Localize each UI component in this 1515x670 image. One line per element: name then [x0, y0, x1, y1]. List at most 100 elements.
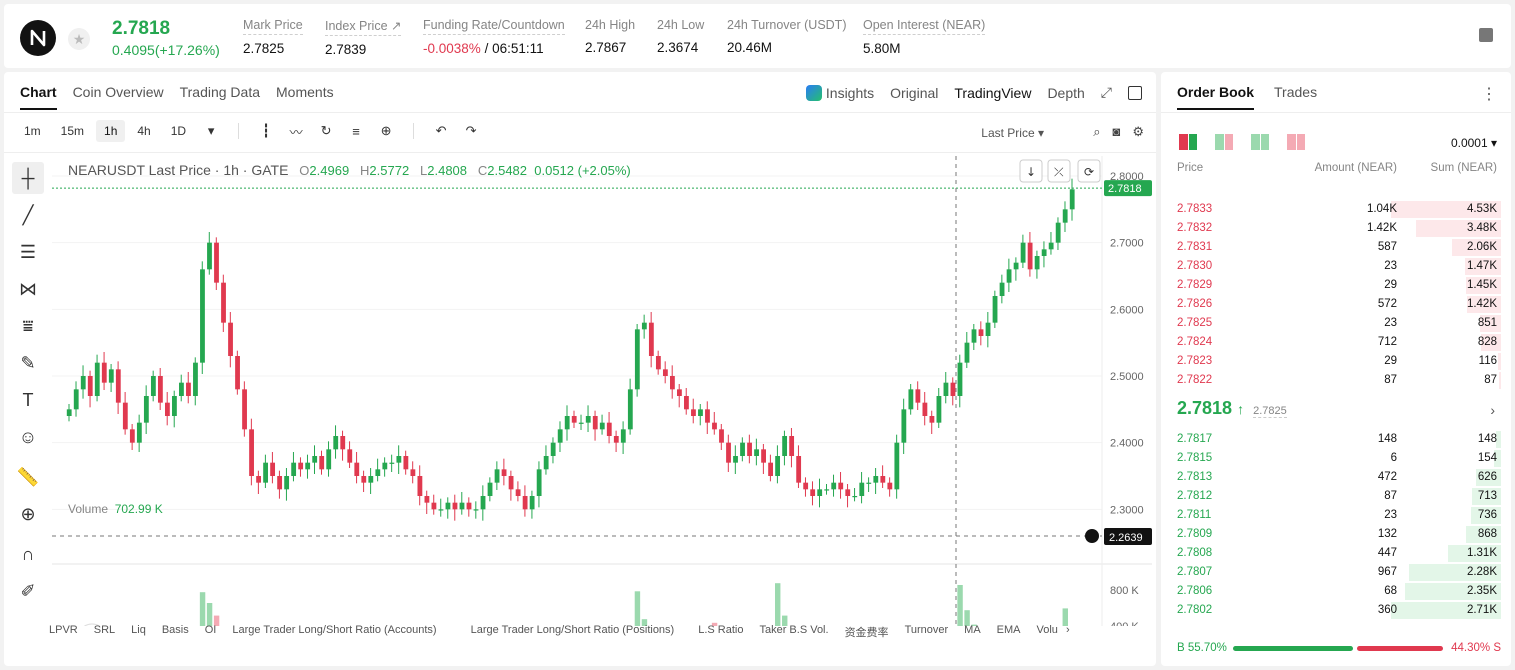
fib-icon[interactable]: ⩸	[22, 315, 34, 336]
view-tradingview[interactable]: TradingView	[954, 84, 1032, 101]
tab-trading-data[interactable]: Trading Data	[179, 84, 261, 100]
pattern-icon[interactable]: ⋈	[19, 278, 37, 299]
indicator-item[interactable]: Turnover	[904, 624, 949, 636]
indicator-item[interactable]: Taker B.S Vol.	[759, 624, 829, 636]
view-depth[interactable]: Depth	[1047, 84, 1085, 101]
stat-label[interactable]: Open Interest (NEAR)	[863, 18, 986, 35]
bid-row[interactable]: 2.7812 87 713	[1161, 487, 1511, 506]
layout-icon[interactable]	[1215, 134, 1233, 150]
separator	[238, 123, 240, 139]
ask-row[interactable]: 2.7823 29 116	[1161, 352, 1511, 371]
bid-row[interactable]: 2.7813 472 626	[1161, 468, 1511, 487]
bid-row[interactable]: 2.7815 6 154	[1161, 449, 1511, 468]
indicator-item[interactable]: EMA	[996, 624, 1021, 636]
ask-row[interactable]: 2.7833 1.04K 4.53K	[1161, 200, 1511, 219]
ask-row[interactable]: 2.7825 23 851	[1161, 314, 1511, 333]
ask-row[interactable]: 2.7829 29 1.45K	[1161, 276, 1511, 295]
indicator-item[interactable]: MA	[964, 624, 981, 636]
row-sum: 626	[1477, 471, 1497, 483]
indicator-item[interactable]: L.S Ratio	[698, 624, 744, 636]
candle-body	[768, 462, 774, 476]
interval-15m[interactable]: 15m	[60, 124, 85, 138]
brush-icon[interactable]: ✎	[20, 352, 36, 373]
search-icon[interactable]: ⌕	[1093, 124, 1101, 139]
candle-body	[424, 496, 430, 503]
indicator-item[interactable]: Large Trader Long/Short Ratio (Accounts)	[232, 624, 437, 636]
settings-icon[interactable]: ⚙	[1132, 124, 1144, 139]
bid-row[interactable]: 2.7808 447 1.31K	[1161, 544, 1511, 563]
ask-row[interactable]: 2.7831 587 2.06K	[1161, 238, 1511, 257]
ruler-icon[interactable]: 📏	[16, 466, 40, 487]
indicator-item[interactable]: Large Trader Long/Short Ratio (Positions…	[470, 624, 675, 636]
camera-icon[interactable]: ◙	[1112, 124, 1121, 139]
bid-row[interactable]: 2.7811 23 736	[1161, 506, 1511, 525]
window-icon[interactable]	[1128, 85, 1142, 100]
text-tool-icon[interactable]: T	[22, 389, 34, 410]
stat-label[interactable]: Funding Rate/Countdown	[423, 18, 565, 35]
redo-icon[interactable]: ↷	[465, 123, 477, 138]
trendline-icon[interactable]: ╱	[22, 204, 34, 225]
candlestick-chart[interactable]: 2.8000 2.7000 2.6000 2.5000 2.4000 2.3000 2.78…	[52, 156, 1152, 626]
indicator-item[interactable]: Basis	[161, 624, 189, 636]
zoom-icon[interactable]: ⊕	[20, 503, 36, 524]
undo-icon[interactable]: ↶	[435, 123, 447, 138]
indicators-icon[interactable]: 〰	[289, 124, 303, 140]
interval-4h[interactable]: 4h	[137, 124, 151, 138]
bid-row[interactable]: 2.7817 148 148	[1161, 430, 1511, 449]
asks-only-icon[interactable]	[1287, 134, 1305, 150]
ask-row[interactable]: 2.7830 23 1.47K	[1161, 257, 1511, 276]
candle-body	[936, 396, 942, 423]
bid-row[interactable]: 2.7807 967 2.28K	[1161, 563, 1511, 582]
indicator-item[interactable]: Volu	[1036, 624, 1058, 636]
tab-coin-overview[interactable]: Coin Overview	[72, 84, 164, 100]
interval-dropdown-icon[interactable]: ▾	[207, 123, 215, 138]
indicator-item[interactable]: OI	[204, 624, 217, 636]
indicator-item[interactable]: LPVR	[49, 624, 78, 636]
chevron-right-icon[interactable]: ›	[1490, 402, 1495, 418]
ask-row[interactable]: 2.7832 1.42K 3.48K	[1161, 219, 1511, 238]
add-indicator-icon[interactable]: ⊕	[380, 123, 392, 138]
both-sides-icon[interactable]	[1179, 134, 1197, 150]
ask-row[interactable]: 2.7824 712 828	[1161, 333, 1511, 352]
bid-row[interactable]: 2.7806 68 2.35K	[1161, 582, 1511, 601]
bids-only-icon[interactable]	[1251, 134, 1269, 150]
ask-row[interactable]: 2.7826 572 1.42K	[1161, 295, 1511, 314]
legend-o-label: O	[299, 163, 310, 178]
emoji-icon[interactable]: ☺	[18, 426, 38, 447]
interval-1h[interactable]: 1h	[96, 120, 126, 142]
reload-icon[interactable]: ↻	[320, 123, 332, 138]
indicator-item[interactable]: 资金费率	[844, 627, 889, 639]
bid-row[interactable]: 2.7802 360 2.71K	[1161, 601, 1511, 620]
interval-1m[interactable]: 1m	[24, 124, 41, 138]
interval-1d[interactable]: 1D	[170, 124, 187, 138]
crosshair-icon[interactable]: ┼	[12, 162, 44, 194]
tab-moments[interactable]: Moments	[276, 84, 334, 100]
more-icon[interactable]: ⋮	[1481, 86, 1497, 103]
chevron-right-icon[interactable]: ›	[1065, 624, 1070, 636]
magnet-icon[interactable]: ∩	[21, 543, 35, 564]
tick-size-select[interactable]: 0.0001 ▾	[1450, 136, 1497, 150]
view-original[interactable]: Original	[890, 84, 939, 101]
lock-icon[interactable]: ✐	[20, 580, 36, 601]
mid-price[interactable]: 2.7818 ↑ 2.7825	[1177, 398, 1287, 419]
candle-body	[1020, 242, 1026, 263]
tab-chart[interactable]: Chart	[20, 84, 57, 110]
favorite-star-icon[interactable]: ★	[68, 28, 90, 50]
stat-label[interactable]: Mark Price	[243, 18, 303, 35]
candle-type-icon[interactable]: ┇	[262, 123, 270, 138]
price-source-select[interactable]: Last Price ▾	[981, 126, 1044, 140]
book-icon[interactable]	[1479, 28, 1493, 42]
candle-body	[312, 456, 318, 463]
indicator-item[interactable]: Liq	[131, 624, 146, 636]
template-icon[interactable]: ≡	[352, 123, 360, 139]
expand-icon[interactable]: ⤢	[1100, 84, 1112, 100]
insights-button[interactable]: Insights	[805, 84, 874, 101]
stat-label[interactable]: Index Price ↗	[325, 18, 402, 36]
bid-row[interactable]: 2.7809 132 868	[1161, 525, 1511, 544]
indicator-item[interactable]: SRL	[93, 624, 116, 636]
tab-trades[interactable]: Trades	[1274, 84, 1318, 100]
tab-order-book[interactable]: Order Book	[1177, 84, 1255, 110]
horizontal-lines-icon[interactable]: ☰	[19, 241, 37, 262]
ask-row[interactable]: 2.7822 87 87	[1161, 371, 1511, 390]
candle-body	[838, 482, 844, 490]
